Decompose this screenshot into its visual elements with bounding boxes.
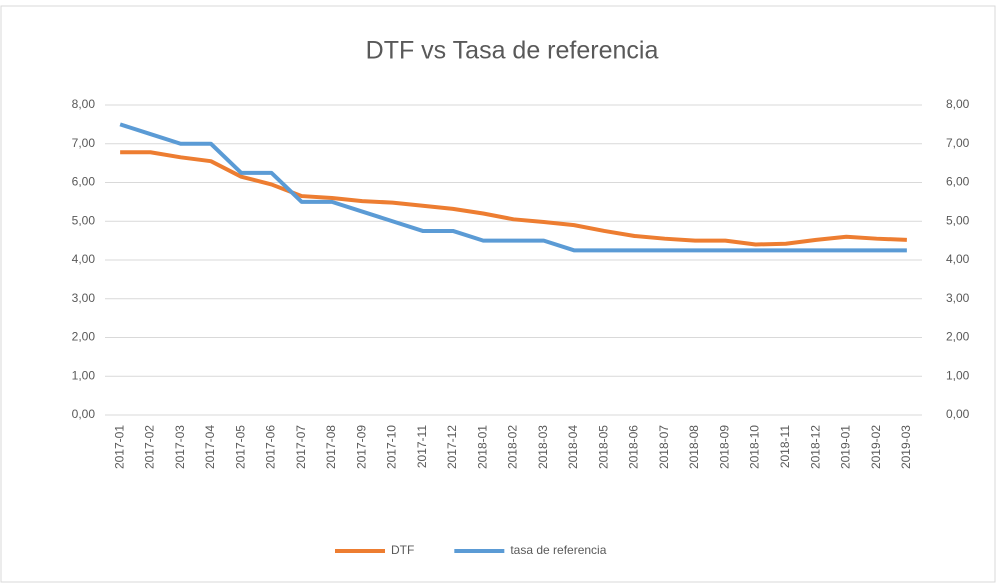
x-tick-label: 2018-11 — [778, 425, 792, 468]
x-tick-label: 2017-09 — [354, 425, 368, 469]
y-tick-label: 2,00 — [72, 330, 96, 344]
y2-tick-label: 2,00 — [946, 330, 970, 344]
y2-tick-label: 6,00 — [946, 175, 970, 189]
y-tick-label: 1,00 — [72, 368, 96, 382]
x-tick-label: 2018-01 — [475, 425, 489, 469]
y-tick-label: 6,00 — [72, 175, 96, 189]
x-tick-label: 2018-06 — [627, 425, 641, 469]
y2-tick-label: 8,00 — [946, 97, 970, 111]
y-tick-label: 8,00 — [72, 97, 96, 111]
series-line — [120, 150, 907, 247]
x-tick-label: 2018-08 — [687, 425, 701, 469]
y-tick-label: 0,00 — [72, 407, 96, 421]
y-tick-label: 7,00 — [72, 136, 96, 150]
x-tick-label: 2018-10 — [748, 425, 762, 469]
chart-frame — [0, 5, 996, 583]
x-tick-label: 2019-03 — [899, 425, 913, 469]
y2-tick-label: 1,00 — [946, 368, 970, 382]
x-tick-label: 2017-04 — [203, 425, 217, 469]
x-tick-label: 2017-11 — [415, 425, 429, 468]
x-tick-label: 2017-02 — [143, 425, 157, 469]
x-tick-label: 2017-10 — [385, 425, 399, 469]
x-tick-label: 2018-09 — [717, 425, 731, 469]
y-tick-label: 4,00 — [72, 252, 96, 266]
y2-tick-label: 5,00 — [946, 213, 970, 227]
y2-tick-label: 0,00 — [946, 407, 970, 421]
y2-tick-label: 7,00 — [946, 136, 970, 150]
x-tick-label: 2017-06 — [264, 425, 278, 469]
legend-label: DTF — [391, 543, 414, 557]
x-tick-label: 2018-07 — [657, 425, 671, 469]
x-tick-label: 2017-07 — [294, 425, 308, 469]
y2-tick-label: 4,00 — [946, 252, 970, 266]
x-tick-label: 2017-01 — [112, 425, 126, 469]
x-tick-label: 2018-12 — [808, 425, 822, 469]
x-tick-label: 2017-12 — [445, 425, 459, 469]
series-line — [119, 122, 907, 253]
x-tick-label: 2019-02 — [869, 425, 883, 469]
x-tick-label: 2017-05 — [233, 425, 247, 469]
x-tick-label: 2017-08 — [324, 425, 338, 469]
x-tick-label: 2018-04 — [566, 425, 580, 469]
x-tick-label: 2018-02 — [506, 425, 520, 469]
y2-tick-label: 3,00 — [946, 291, 970, 305]
x-tick-label: 2019-01 — [839, 425, 853, 469]
chart-title: DTF vs Tasa de referencia — [366, 37, 659, 65]
x-tick-label: 2017-03 — [173, 425, 187, 469]
x-tick-label: 2018-03 — [536, 425, 550, 469]
y-tick-label: 5,00 — [72, 213, 96, 227]
y-tick-label: 3,00 — [72, 291, 96, 305]
legend-label: tasa de referencia — [510, 543, 606, 557]
x-tick-label: 2018-05 — [596, 425, 610, 469]
